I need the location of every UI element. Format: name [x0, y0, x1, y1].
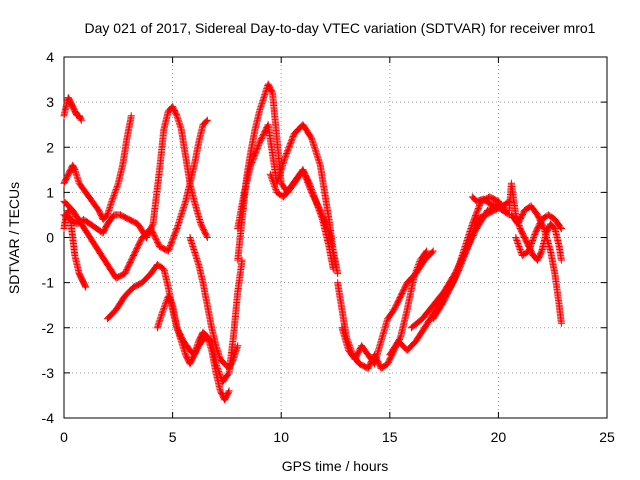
series-arc-10 — [234, 121, 342, 278]
series-markers — [186, 234, 242, 372]
x-axis-label: GPS time / hours — [282, 458, 389, 474]
series-markers — [266, 166, 337, 273]
x-tick-label: 10 — [273, 429, 289, 445]
series-markers — [429, 193, 509, 323]
series-arc-4 — [60, 103, 211, 241]
series-arc-16 — [429, 193, 509, 323]
y-tick-label: -1 — [42, 275, 55, 291]
series-markers — [153, 292, 233, 404]
series-markers — [60, 116, 211, 282]
series-arc-17 — [468, 193, 513, 219]
series-markers — [234, 121, 342, 278]
y-axis-label: SDTVAR / TECUs — [6, 182, 22, 294]
x-tick-labels: 0 5 10 15 20 25 — [60, 429, 615, 445]
series-markers — [512, 211, 565, 259]
series-markers — [60, 94, 85, 124]
x-tick-label: 15 — [382, 429, 398, 445]
chart-title: Day 021 of 2017, Sidereal Day-to-day VTE… — [85, 20, 596, 36]
series-arc-20 — [512, 211, 565, 259]
y-tick-label: 0 — [46, 230, 54, 246]
y-tick-labels: -4 -3 -2 -1 0 1 2 3 4 — [42, 49, 55, 426]
series-markers — [60, 112, 135, 223]
series-arc-3 — [60, 112, 135, 223]
series-markers — [60, 103, 211, 241]
axis-ticks — [63, 56, 608, 419]
y-tick-label: 3 — [46, 94, 54, 110]
y-tick-label: 1 — [46, 184, 54, 200]
series-markers — [468, 193, 513, 219]
y-tick-label: 2 — [46, 139, 54, 155]
series-arc-8 — [186, 234, 242, 372]
data-points — [60, 80, 565, 404]
y-tick-label: -2 — [42, 320, 55, 336]
x-tick-label: 5 — [169, 429, 177, 445]
series-markers — [338, 247, 437, 368]
y-tick-label: -3 — [42, 365, 55, 381]
y-tick-label: 4 — [46, 49, 54, 65]
series-arc-13 — [338, 247, 437, 368]
series-arc-14 — [386, 197, 513, 359]
series-arc-7 — [153, 292, 233, 404]
series-arc-1 — [60, 94, 85, 124]
series-arc-5 — [60, 116, 211, 282]
x-tick-label: 25 — [599, 429, 615, 445]
series-markers — [386, 197, 513, 359]
y-tick-label: -4 — [42, 410, 55, 426]
x-tick-label: 0 — [60, 429, 68, 445]
series-arc-11 — [266, 166, 337, 273]
x-tick-label: 20 — [491, 429, 507, 445]
